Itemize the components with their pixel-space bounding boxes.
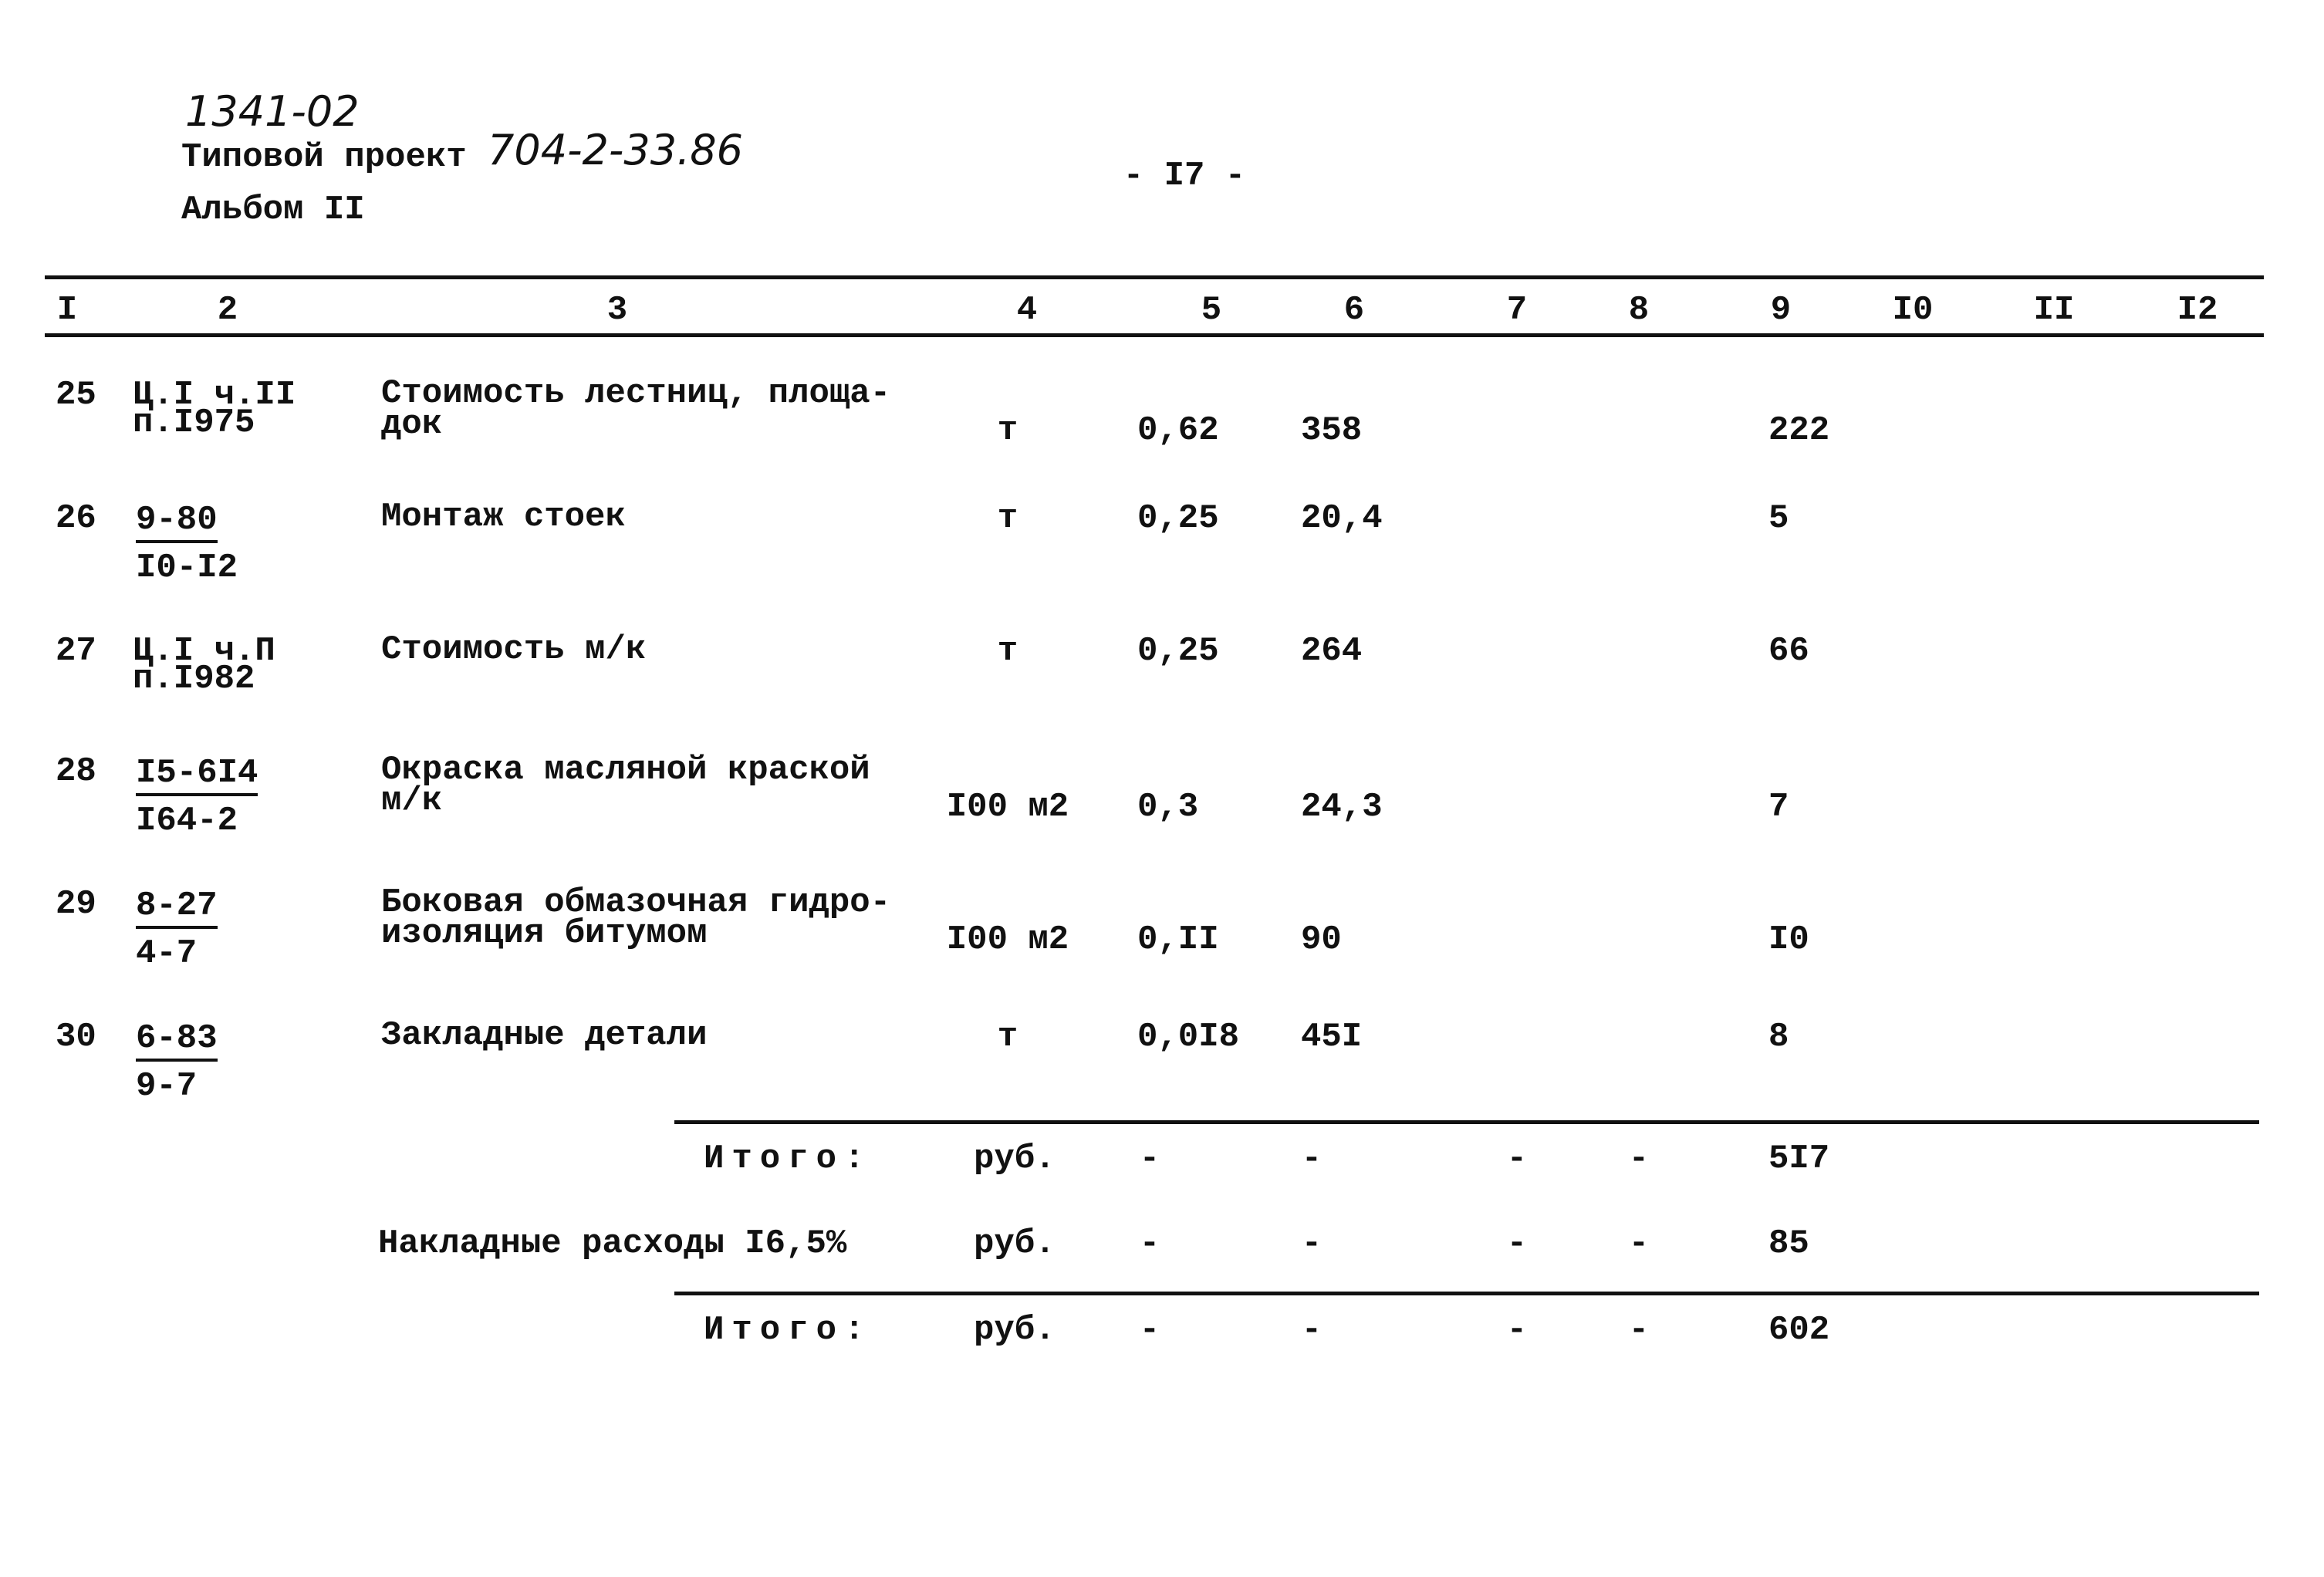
reference-denominator: 4-7 (136, 934, 198, 973)
item-description: Стоимость м/к (381, 630, 647, 669)
item-description: Окраска масляной краской (381, 751, 870, 789)
summary-unit: руб. (974, 1224, 1056, 1263)
norm-reference: Ц.I ч.П (133, 632, 275, 670)
row-number: 26 (56, 499, 96, 538)
norm-reference-item: п.I975 (133, 404, 255, 442)
item-description-cont: м/к (381, 782, 443, 820)
unit-price: 45I (1301, 1018, 1363, 1056)
subtotal-rule (674, 1120, 2259, 1124)
column-header: 7 (1506, 291, 1528, 329)
quantity: 0,25 (1137, 499, 1219, 538)
unit: I00 м2 (946, 920, 1069, 959)
total-cost: 222 (1768, 411, 1830, 450)
row-number: 30 (56, 1018, 96, 1056)
norm-reference-item: п.I982 (133, 660, 255, 698)
row-number: 29 (56, 885, 96, 924)
item-description: Закладные детали (381, 1016, 708, 1055)
dash: - (1139, 1140, 1160, 1178)
item-description-cont: док (381, 405, 443, 444)
dash: - (1628, 1311, 1650, 1349)
unit-price: 358 (1301, 411, 1363, 450)
summary-unit: руб. (974, 1140, 1056, 1178)
reference-numerator: 8-27 (136, 889, 218, 929)
reference-denominator: 9-7 (136, 1067, 198, 1106)
column-header: 8 (1628, 291, 1650, 329)
row-number: 27 (56, 632, 96, 670)
item-description: Боковая обмазочная гидро- (381, 883, 891, 922)
column-header: 4 (1016, 291, 1038, 329)
total-cost: 8 (1768, 1018, 1789, 1056)
quantity: 0,II (1137, 920, 1219, 959)
unit-price: 24,3 (1301, 788, 1383, 826)
quantity: 0,25 (1137, 632, 1219, 670)
unit-price: 90 (1301, 920, 1342, 959)
table-top-rule (45, 275, 2264, 279)
reference-denominator: I64-2 (136, 802, 238, 840)
total-rule (674, 1292, 2259, 1295)
norm-reference: Ц.I ч.II (133, 376, 296, 414)
header-bottom-rule (45, 333, 2264, 337)
summary-total: 5I7 (1768, 1140, 1830, 1178)
summary-label: Итого: (704, 1311, 873, 1349)
total-cost: 7 (1768, 788, 1789, 826)
column-header: I (56, 291, 78, 329)
dash: - (1506, 1140, 1528, 1178)
project-number: 704-2-33.86 (488, 126, 743, 174)
total-cost: 5 (1768, 499, 1789, 538)
dash: - (1301, 1140, 1322, 1178)
column-header: 3 (606, 291, 628, 329)
summary-total: 602 (1768, 1311, 1830, 1349)
unit: I00 м2 (946, 788, 1069, 826)
column-header: 5 (1201, 291, 1222, 329)
dash: - (1628, 1224, 1650, 1263)
quantity: 0,62 (1137, 411, 1219, 450)
unit-price: 264 (1301, 632, 1363, 670)
total-cost: 66 (1768, 632, 1809, 670)
item-description-cont: изоляция битумом (381, 914, 708, 953)
column-header: 9 (1770, 291, 1792, 329)
unit: т (997, 1018, 1018, 1056)
dash: - (1506, 1311, 1528, 1349)
unit: т (997, 499, 1018, 538)
album-label: Альбом II (181, 191, 365, 229)
norm-reference: 6-83 9-7 (136, 1022, 218, 1103)
column-header: 2 (217, 291, 238, 329)
dash: - (1301, 1311, 1322, 1349)
column-header: I2 (2177, 291, 2218, 329)
summary-unit: руб. (974, 1311, 1056, 1349)
project-label: Типовой проект (181, 138, 467, 177)
column-header: 6 (1343, 291, 1365, 329)
unit: т (997, 632, 1018, 670)
summary-label: Накладные расходы I6,5% (378, 1224, 847, 1263)
total-cost: I0 (1768, 920, 1809, 959)
dash: - (1628, 1140, 1650, 1178)
unit-price: 20,4 (1301, 499, 1383, 538)
reference-numerator: 6-83 (136, 1022, 218, 1062)
row-number: 25 (56, 376, 96, 414)
row-number: 28 (56, 752, 96, 791)
dash: - (1301, 1224, 1322, 1263)
quantity: 0,0I8 (1137, 1018, 1240, 1056)
quantity: 0,3 (1137, 788, 1199, 826)
column-header: II (2033, 291, 2075, 329)
item-description: Монтаж стоек (381, 498, 626, 536)
norm-reference: I5-6I4 I64-2 (136, 756, 258, 838)
summary-label: Итого: (704, 1140, 873, 1178)
page-number: - I7 - (1123, 157, 1246, 195)
dash: - (1139, 1224, 1160, 1263)
reference-numerator: 9-80 (136, 503, 218, 543)
dash: - (1506, 1224, 1528, 1263)
reference-numerator: I5-6I4 (136, 756, 258, 796)
norm-reference: 8-27 4-7 (136, 889, 218, 971)
archive-number: 1341-02 (185, 87, 360, 136)
summary-total: 85 (1768, 1224, 1809, 1263)
column-header: I0 (1892, 291, 1934, 329)
item-description: Стоимость лестниц, площа- (381, 374, 891, 413)
dash: - (1139, 1311, 1160, 1349)
unit: т (997, 411, 1018, 450)
norm-reference: 9-80 I0-I2 (136, 503, 238, 585)
reference-denominator: I0-I2 (136, 549, 238, 587)
